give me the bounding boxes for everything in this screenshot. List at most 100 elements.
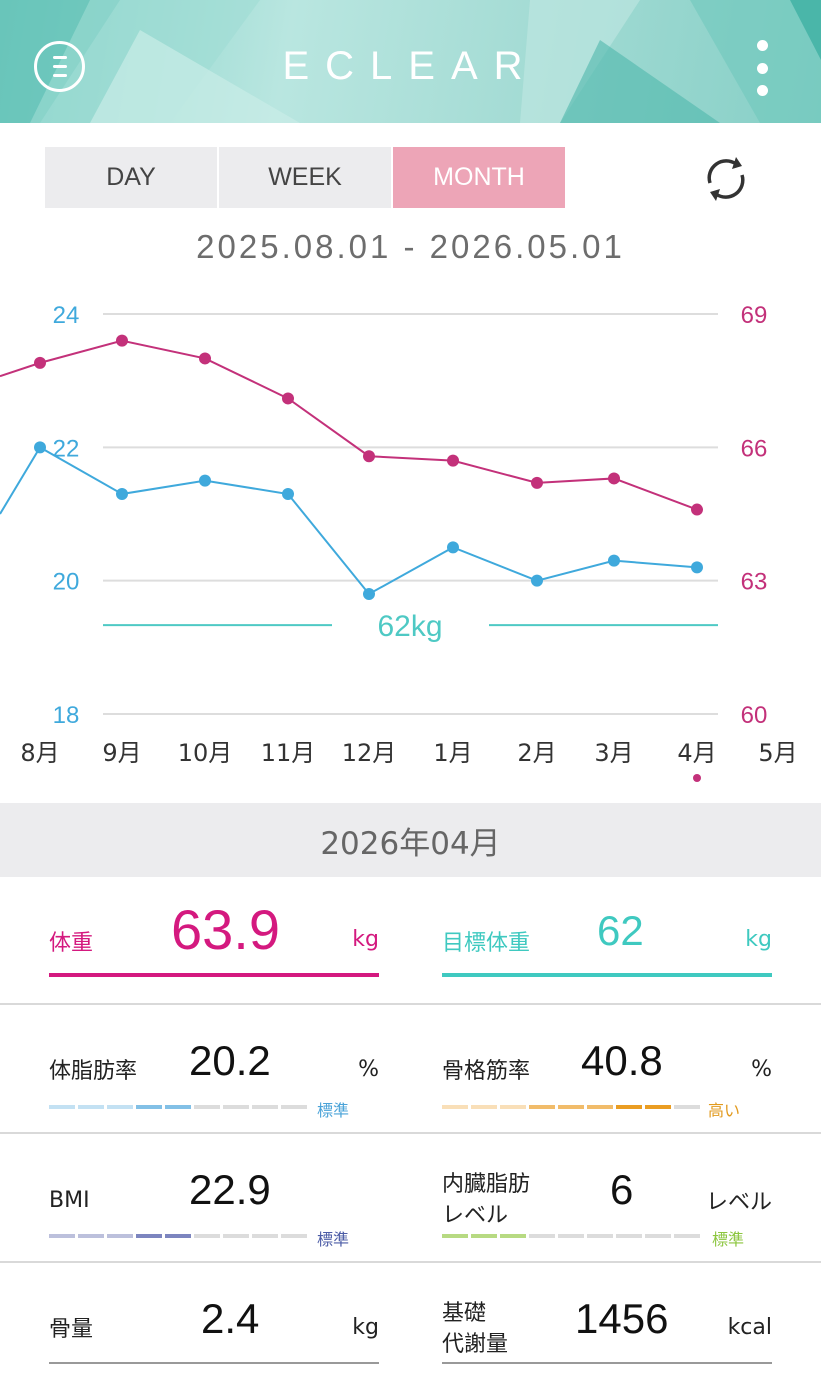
basal-metabolism-label-line1: 基礎 — [442, 1301, 487, 1326]
data-point — [282, 488, 294, 500]
x-axis-tick-label: 1月 — [433, 739, 472, 767]
metrics-row-1: 体脂肪率 20.2 % 標準 骨格筋率 40.8 % 高い — [0, 1005, 821, 1134]
data-point — [199, 352, 211, 365]
body-fat-label: 体脂肪率 — [49, 1059, 138, 1084]
basal-metabolism-underline — [442, 1362, 772, 1364]
right-axis-tick-label: 69 — [741, 302, 768, 329]
level-segment — [616, 1105, 642, 1109]
bmi-label: BMI — [49, 1188, 90, 1213]
data-point — [199, 474, 211, 487]
bone-mass-card[interactable]: 骨量 2.4 kg — [49, 1263, 379, 1386]
menu-button[interactable] — [34, 41, 85, 92]
tab-month[interactable]: MONTH — [393, 147, 565, 208]
target-weight-unit: kg — [745, 927, 772, 952]
level-segment — [165, 1105, 191, 1109]
x-axis-tick-label: 8月 — [20, 739, 59, 767]
x-axis-tick-label: 2月 — [517, 739, 556, 767]
series-line — [0, 339, 698, 511]
visceral-fat-value: 6 — [610, 1166, 634, 1213]
data-point — [363, 588, 375, 600]
right-axis-tick-label: 63 — [741, 569, 768, 596]
level-segment — [223, 1105, 249, 1109]
level-segment — [194, 1105, 220, 1109]
skeletal-muscle-status: 高い — [708, 1101, 741, 1120]
visceral-fat-label-line1: 内臓脂肪 — [442, 1172, 531, 1197]
weight-underline — [49, 973, 379, 977]
level-segment — [558, 1105, 584, 1109]
bone-mass-unit: kg — [352, 1315, 379, 1340]
skeletal-muscle-unit: % — [751, 1057, 772, 1082]
data-point — [608, 554, 620, 567]
bmi-card[interactable]: BMI 22.9 標準 — [49, 1134, 379, 1263]
level-segment — [587, 1234, 613, 1238]
weight-label: 体重 — [49, 931, 94, 956]
level-segment — [645, 1234, 671, 1238]
visceral-fat-card[interactable]: 内臓脂肪 レベル 6 レベル 標準 — [442, 1134, 772, 1263]
bone-mass-label: 骨量 — [49, 1317, 94, 1342]
body-fat-value: 20.2 — [189, 1037, 271, 1084]
x-axis-tick-label: 11月 — [261, 739, 316, 767]
weight-value: 63.9 — [171, 898, 280, 961]
data-point — [282, 392, 294, 405]
visceral-fat-level-bar — [442, 1234, 700, 1238]
data-point — [608, 472, 620, 485]
level-segment — [252, 1234, 278, 1238]
x-axis-tick-label: 5月 — [758, 739, 797, 767]
level-segment — [252, 1105, 278, 1109]
level-segment — [471, 1234, 497, 1238]
level-segment — [616, 1234, 642, 1238]
tab-day[interactable]: DAY — [45, 147, 217, 208]
level-segment — [500, 1234, 526, 1238]
data-point — [531, 476, 543, 489]
skeletal-muscle-card[interactable]: 骨格筋率 40.8 % 高い — [442, 1005, 772, 1134]
app-header: ECLEAR — [0, 0, 821, 123]
level-segment — [49, 1234, 75, 1238]
target-line-label: 62kg — [377, 610, 442, 643]
target-weight-card[interactable]: 目標体重 62 kg — [442, 885, 772, 985]
more-options-button[interactable] — [748, 40, 776, 96]
target-weight-underline — [442, 973, 772, 977]
x-axis-tick-label: 12月 — [342, 739, 397, 767]
level-segment — [529, 1105, 555, 1109]
skeletal-muscle-value: 40.8 — [581, 1037, 663, 1084]
data-point — [691, 503, 703, 516]
basal-metabolism-card[interactable]: 基礎 代謝量 1456 kcal — [442, 1263, 772, 1386]
level-segment — [442, 1234, 468, 1238]
weight-card[interactable]: 体重 63.9 kg — [49, 885, 379, 985]
level-segment — [194, 1234, 220, 1238]
selected-month-bar: 2026年04月 — [0, 803, 821, 877]
level-segment — [674, 1234, 700, 1238]
basal-metabolism-unit: kcal — [727, 1315, 772, 1340]
data-point — [531, 574, 543, 587]
more-vertical-icon — [756, 40, 768, 51]
level-segment — [165, 1234, 191, 1238]
visceral-fat-label-line2: レベル — [442, 1203, 509, 1228]
body-fat-level-bar — [49, 1105, 307, 1109]
date-range: 2025.08.01 - 2026.05.01 — [196, 228, 625, 265]
level-segment — [136, 1105, 162, 1109]
metrics-row-2: BMI 22.9 標準 内臓脂肪 レベル 6 レベル 標準 — [0, 1134, 821, 1263]
trend-chart[interactable]: 24 69 22 66 20 63 18 60 62kg 8月 9月 10月 11月 12月 1月 2月 3月 4… — [0, 290, 821, 800]
body-fat-unit: % — [358, 1057, 379, 1082]
right-axis-tick-label: 66 — [741, 435, 768, 462]
refresh-icon[interactable] — [700, 153, 752, 205]
visceral-fat-unit: レベル — [705, 1190, 772, 1215]
body-fat-card[interactable]: 体脂肪率 20.2 % 標準 — [49, 1005, 379, 1134]
basal-metabolism-label-line2: 代謝量 — [442, 1332, 509, 1357]
level-segment — [471, 1105, 497, 1109]
data-point — [116, 488, 128, 500]
right-axis-tick-label: 60 — [741, 702, 768, 729]
bmi-status: 標準 — [317, 1230, 350, 1249]
left-axis-tick-label: 20 — [53, 569, 80, 596]
tab-week[interactable]: WEEK — [219, 147, 391, 208]
level-segment — [107, 1105, 133, 1109]
data-point — [691, 561, 703, 574]
selected-month-label: 2026年04月 — [320, 825, 501, 862]
left-axis-tick-label: 22 — [53, 435, 80, 462]
level-segment — [223, 1234, 249, 1238]
level-segment — [529, 1234, 555, 1238]
basal-metabolism-value: 1456 — [575, 1295, 669, 1342]
app-title: ECLEAR — [282, 44, 539, 88]
target-weight-value: 62 — [597, 907, 644, 954]
level-segment — [281, 1234, 307, 1238]
